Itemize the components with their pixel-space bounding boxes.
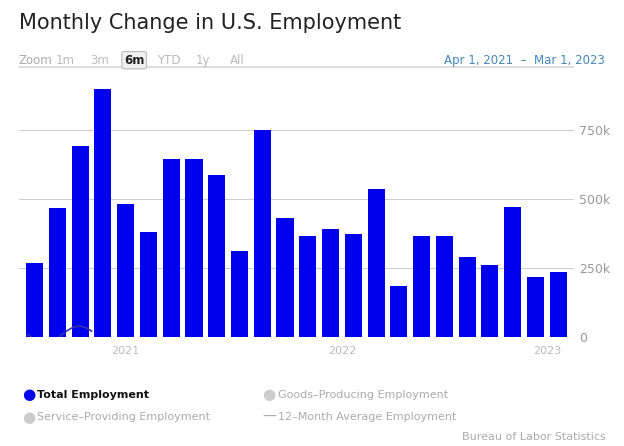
Bar (504, 207, 521, 337)
Bar (26, 263, 43, 337)
Text: 1y: 1y (195, 54, 210, 67)
Bar (436, 236, 453, 337)
Bar (208, 175, 225, 337)
Bar (140, 232, 157, 337)
Text: ●: ● (22, 387, 35, 402)
Bar (527, 277, 544, 337)
Text: Monthly Change in U.S. Employment: Monthly Change in U.S. Employment (19, 13, 401, 33)
Text: 2023: 2023 (533, 346, 561, 356)
Bar (254, 130, 271, 337)
Text: 2021: 2021 (112, 346, 140, 356)
Bar (300, 235, 316, 337)
Text: ◄: ◄ (21, 344, 27, 354)
Text: —: — (262, 410, 276, 424)
Text: Goods–Producing Employment: Goods–Producing Employment (278, 390, 448, 400)
Text: III: III (396, 344, 405, 354)
Bar (49, 208, 66, 337)
Bar (390, 286, 407, 337)
Bar (322, 229, 339, 337)
Text: Zoom: Zoom (19, 54, 52, 67)
Bar (117, 204, 134, 337)
Text: Apr 1, 2021  –  Mar 1, 2023: Apr 1, 2021 – Mar 1, 2023 (444, 54, 605, 67)
Text: 2022: 2022 (328, 346, 356, 356)
Bar (231, 251, 248, 337)
Text: 1m: 1m (56, 54, 75, 67)
Bar (481, 265, 499, 337)
Bar (163, 158, 180, 337)
Bar (459, 257, 475, 337)
Bar (550, 272, 567, 337)
Bar (413, 236, 430, 337)
Bar (72, 146, 89, 337)
Text: Service–Providing Employment: Service–Providing Employment (37, 412, 210, 422)
Text: ●: ● (22, 409, 35, 425)
Bar (94, 37, 112, 337)
Text: Total Employment: Total Employment (37, 390, 149, 400)
Text: ►: ► (566, 344, 572, 354)
Text: Bureau of Labor Statistics: Bureau of Labor Statistics (462, 432, 605, 442)
Text: All: All (230, 54, 245, 67)
Bar (185, 159, 203, 337)
Text: ●: ● (262, 387, 275, 402)
Text: 3m: 3m (90, 54, 109, 67)
Text: 12–Month Average Employment: 12–Month Average Employment (278, 412, 456, 422)
Bar (345, 234, 362, 337)
Bar (227, 339, 574, 359)
Bar (276, 218, 293, 337)
Bar (368, 189, 384, 337)
Text: YTD: YTD (157, 54, 180, 67)
Text: 6m: 6m (124, 54, 144, 67)
